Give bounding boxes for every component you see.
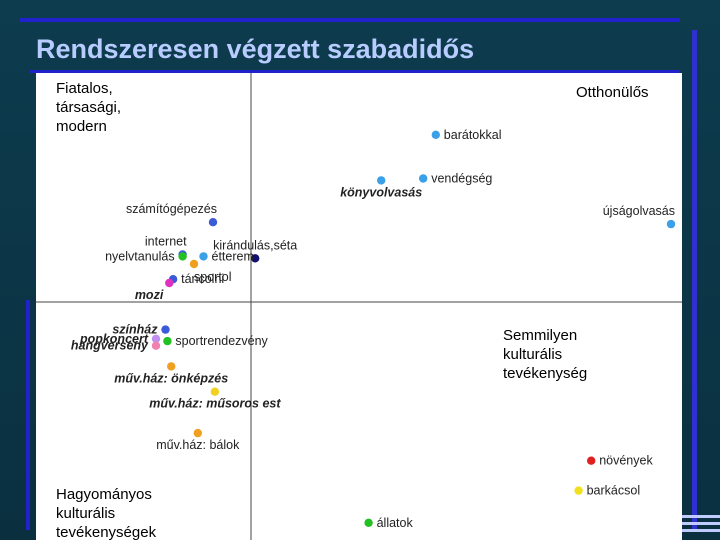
quadrant-label-line: kulturális <box>56 505 116 522</box>
decorative-bars <box>680 511 720 532</box>
quadrant-label-bottom-left: Hagyományos kulturális tevékenységek <box>56 485 156 540</box>
data-point <box>151 341 161 350</box>
top-accent-line <box>20 18 680 22</box>
scatter-plot-panel: barátokkal vendégség könyvolvasás újságolva… <box>36 73 682 540</box>
point-label: hangverseny <box>71 339 149 353</box>
data-point <box>210 387 220 396</box>
data-point <box>419 174 428 183</box>
quadrant-label-bottom-right: Semmilyen kulturális tevékenység <box>503 326 587 383</box>
point-label: internet <box>145 235 187 249</box>
data-point <box>193 428 202 438</box>
point-label: sportrendezvény <box>175 334 268 348</box>
point-label: barátokkal <box>444 128 502 142</box>
point-label: sportol <box>194 270 232 284</box>
data-point <box>161 325 170 334</box>
quadrant-label-top-left: Fiatalos, társasági, modern <box>56 79 121 136</box>
data-point <box>167 362 176 371</box>
data-point <box>165 278 174 288</box>
data-point <box>666 219 676 229</box>
quadrant-label-top-right: Otthonülős <box>576 83 649 102</box>
quadrant-label-line: Hagyományos <box>56 486 152 503</box>
quadrant-label-line: kulturális <box>503 346 563 363</box>
point-label: színház <box>112 323 158 337</box>
left-accent-line <box>26 300 30 530</box>
point-label: számítógépezés <box>126 202 217 216</box>
point-label: táncolni <box>181 272 224 286</box>
data-point <box>178 252 187 261</box>
title-underline <box>30 70 680 73</box>
quadrant-label-line: Otthonülős <box>576 84 649 101</box>
data-point <box>431 130 440 139</box>
data-point <box>151 334 161 343</box>
data-point <box>208 218 218 227</box>
quadrant-label-line: modern <box>56 118 107 135</box>
right-accent-line <box>692 30 697 530</box>
data-point <box>574 486 583 495</box>
decorative-bar <box>680 522 720 525</box>
scatter-plot: barátokkal vendégség könyvolvasás újságolva… <box>36 73 682 540</box>
data-point <box>189 259 199 269</box>
point-label: állatok <box>377 516 414 530</box>
point-label: barkácsol <box>587 484 641 498</box>
data-point <box>199 252 208 261</box>
point-label: kirándulás,séta <box>213 238 297 252</box>
decorative-bar <box>680 529 720 532</box>
quadrant-label-line: társasági, <box>56 99 122 116</box>
quadrant-label-line: tevékenységek <box>56 524 157 540</box>
slide-title: Rendszeresen végzett szabadidős <box>36 34 475 64</box>
quadrant-label-line: tevékenység <box>503 365 588 382</box>
quadrant-label-line: Fiatalos, <box>56 80 113 97</box>
quadrant-label-line: Semmilyen <box>503 327 578 344</box>
data-point <box>364 518 373 527</box>
point-label: nyelvtanulás <box>105 249 175 263</box>
point-label: műv.ház: önképzés <box>114 371 228 385</box>
point-label: popkoncert <box>79 332 149 346</box>
point-label: műv.ház: műsoros est <box>149 397 281 411</box>
decorative-bar <box>680 515 720 518</box>
data-point <box>251 254 260 263</box>
point-label: vendégség <box>431 172 492 186</box>
data-point <box>377 176 386 185</box>
point-label: újságolvasás <box>603 204 675 218</box>
point-label: mozi <box>135 288 164 302</box>
point-label: növények <box>599 454 653 468</box>
point-label: műv.ház: bálok <box>156 438 240 452</box>
point-label: könyvolvasás <box>340 185 422 199</box>
data-point <box>587 456 596 465</box>
data-point <box>163 336 172 346</box>
point-label: étterem <box>212 249 254 263</box>
